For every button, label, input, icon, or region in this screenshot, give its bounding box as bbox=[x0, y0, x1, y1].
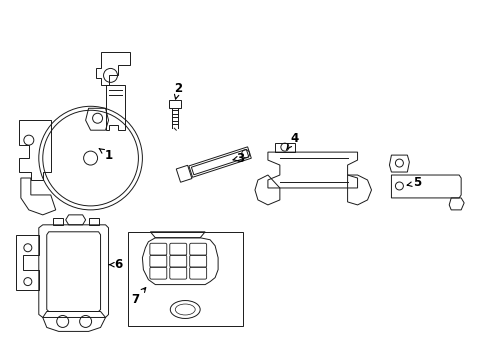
Bar bbox=[128, 232, 243, 327]
Text: 2: 2 bbox=[174, 82, 182, 99]
Text: 4: 4 bbox=[286, 132, 298, 150]
Text: 5: 5 bbox=[407, 176, 421, 189]
Text: 6: 6 bbox=[108, 258, 122, 271]
Text: 3: 3 bbox=[232, 152, 244, 165]
Text: 1: 1 bbox=[99, 149, 112, 162]
Text: 7: 7 bbox=[131, 288, 145, 306]
